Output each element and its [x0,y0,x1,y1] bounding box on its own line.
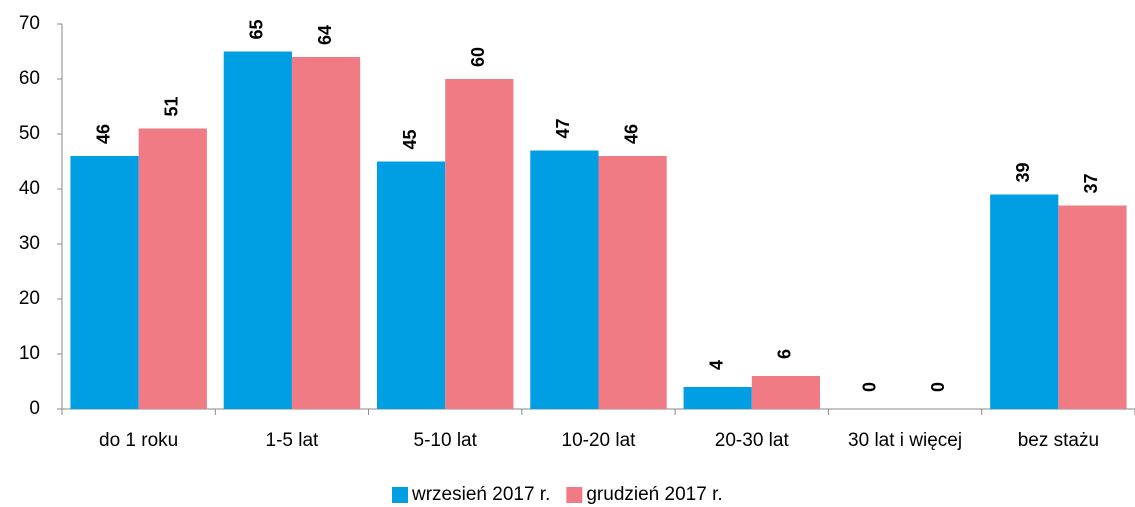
bar [530,150,599,409]
legend-label: grudzień 2017 r. [586,484,722,505]
value-label: 45 [400,129,420,149]
value-label: 47 [553,118,573,138]
y-tick-label: 30 [19,233,40,254]
bar [445,79,514,409]
value-label: 51 [161,96,181,116]
value-label: 6 [775,349,795,359]
legend-swatch [566,487,583,503]
value-label: 65 [247,19,267,39]
bar [598,156,667,409]
bar [377,161,446,409]
x-tick-label: 1-5 lat [266,430,320,451]
x-tick-label: 20-30 lat [715,430,790,451]
bar [990,194,1059,409]
bar [70,156,139,409]
value-label: 64 [315,25,335,45]
legend-swatch [392,487,408,503]
y-tick-label: 10 [19,343,40,364]
x-tick-label: 10-20 lat [562,430,637,451]
value-label: 37 [1081,173,1101,193]
value-label: 39 [1013,162,1033,182]
y-tick-label: 20 [19,288,40,309]
legend-label: wrzesień 2017 r. [411,484,550,505]
y-tick-label: 50 [19,123,40,144]
value-label: 46 [93,124,113,144]
bar [223,51,292,409]
value-label: 0 [928,382,948,392]
x-tick-label: 30 lat i więcej [848,430,962,451]
x-tick-label: 5-10 lat [414,430,478,451]
bar [138,128,207,409]
bar [1058,205,1127,409]
x-tick-label: do 1 roku [99,430,178,451]
bar [683,387,752,409]
y-tick-label: 60 [19,68,40,89]
x-tick-label: bez stażu [1018,430,1099,451]
value-label: 0 [860,382,880,392]
bar [751,376,820,409]
bar [291,57,361,409]
value-label: 46 [621,124,641,144]
value-label: 60 [468,47,488,67]
y-tick-label: 40 [19,178,40,199]
value-label: 4 [706,360,726,370]
y-tick-label: 0 [29,398,40,419]
y-tick-label: 70 [19,13,40,34]
